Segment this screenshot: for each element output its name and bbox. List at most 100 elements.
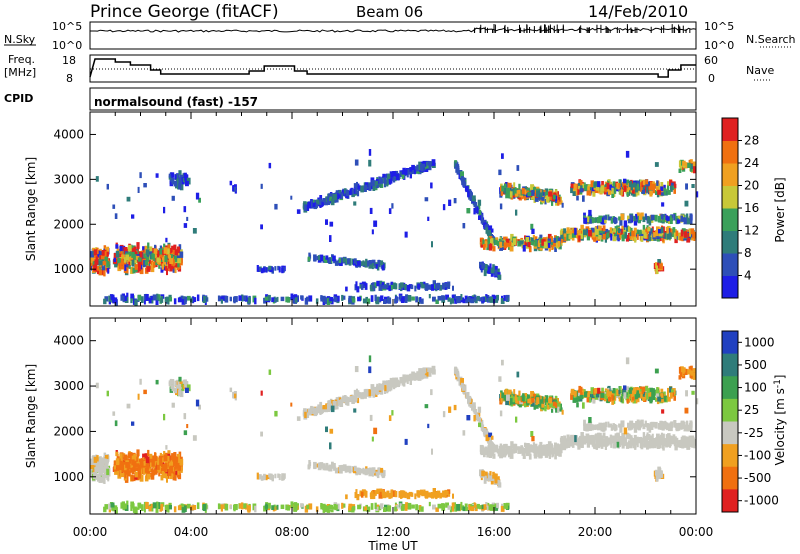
velocity-cell: [149, 472, 153, 478]
velocity-cell: [121, 461, 126, 467]
power-cell: [531, 237, 534, 244]
power-cell: [648, 181, 653, 188]
power-cell: [97, 250, 101, 258]
velocity-cell: [524, 393, 527, 399]
power-cell: [149, 265, 153, 270]
power-cell: [646, 236, 651, 242]
velocity-cell: [621, 437, 625, 443]
power-cell: [602, 225, 606, 232]
power-cell: [168, 173, 171, 178]
velocity-cell: [490, 445, 494, 451]
power-cell: [378, 177, 383, 183]
velocity-cell: [140, 470, 143, 477]
power-cell: [460, 294, 463, 301]
power-cell: [577, 183, 581, 189]
velocity-cell: [680, 436, 684, 444]
velocity-cell: [162, 464, 166, 471]
velocity-cell: [379, 488, 383, 494]
velocity-cell: [154, 452, 157, 459]
velocity-cell: [364, 388, 369, 394]
velocity-cell: [128, 458, 132, 464]
power-cell: [112, 296, 115, 304]
power-cell: [172, 249, 177, 255]
velocity-cell: [381, 489, 385, 495]
nsky-frame: [89, 21, 697, 50]
power-cell: [679, 165, 683, 171]
velocity-cell: [404, 491, 407, 498]
velocity-cell: [465, 392, 469, 399]
velocity-cell: [98, 466, 102, 473]
power-cell: [192, 228, 197, 234]
velocity-cell: [160, 503, 164, 511]
power-cell: [623, 178, 627, 184]
power-cell: [98, 258, 102, 266]
power-cell: [133, 254, 137, 260]
velocity-cell: [368, 472, 373, 477]
power-cell: [610, 233, 613, 241]
velocity-cell: [480, 450, 484, 456]
velocity-cell: [551, 452, 554, 458]
power-cell: [690, 159, 693, 164]
velocity-cell: [488, 443, 493, 448]
velocity-cell: [413, 376, 416, 381]
power-cell: [530, 223, 534, 230]
power-cell: [363, 184, 368, 190]
power-cell: [415, 296, 418, 303]
velocity-cell: [324, 505, 327, 513]
power-cell: [549, 242, 554, 247]
velocity-cell: [131, 474, 134, 482]
velocity-cell: [557, 444, 561, 451]
velocity-cell: [315, 506, 319, 512]
velocity-cell: [636, 441, 639, 448]
velocity-cell: [679, 443, 684, 448]
power-cell: [183, 206, 187, 213]
power-cell: [649, 229, 652, 236]
power-cell: [492, 264, 495, 272]
power-cell: [688, 234, 693, 240]
power-cell: [485, 227, 489, 234]
velocity-cell: [394, 491, 398, 498]
power-cell: [278, 266, 281, 273]
velocity-cell: [137, 464, 142, 470]
velocity-cell: [553, 445, 557, 451]
power-cell: [246, 297, 251, 304]
power-cell: [174, 267, 177, 274]
power-cell: [126, 196, 131, 202]
power-cell: [369, 284, 373, 290]
power-cell: [453, 198, 457, 204]
power-cell: [530, 184, 534, 191]
velocity-cell: [485, 471, 488, 479]
power-cell: [561, 202, 564, 208]
velocity-cell: [164, 473, 168, 479]
velocity-cell: [271, 505, 275, 510]
power-cell: [579, 188, 584, 193]
power-cell: [527, 237, 531, 244]
velocity-cell: [686, 440, 690, 445]
power-cell: [378, 297, 382, 303]
power-cell: [427, 161, 431, 166]
freq-tick-bottom: 8: [66, 72, 73, 85]
velocity-cell: [400, 490, 404, 496]
velocity-cell: [524, 403, 527, 408]
power-cell: [186, 295, 191, 301]
power-ytick-label-1: 2000: [53, 217, 84, 231]
power-cell: [678, 160, 681, 168]
velocity-cell: [482, 446, 485, 453]
velocity-cell: [119, 453, 123, 459]
velocity-cell: [100, 462, 105, 467]
power-cell: [307, 256, 311, 262]
power-cell: [445, 283, 449, 288]
power-cell: [281, 267, 284, 274]
velocity-cell: [423, 492, 426, 497]
velocity-cell: [456, 504, 461, 511]
velocity-cell: [116, 454, 119, 461]
velocity-cell: [462, 506, 466, 512]
power-cell: [557, 199, 560, 206]
power-cell: [349, 189, 353, 195]
power-cell: [180, 183, 184, 191]
power-cell: [642, 216, 646, 223]
velocity-cell: [544, 398, 548, 404]
nsky-tick-top: 10^5: [52, 20, 82, 33]
